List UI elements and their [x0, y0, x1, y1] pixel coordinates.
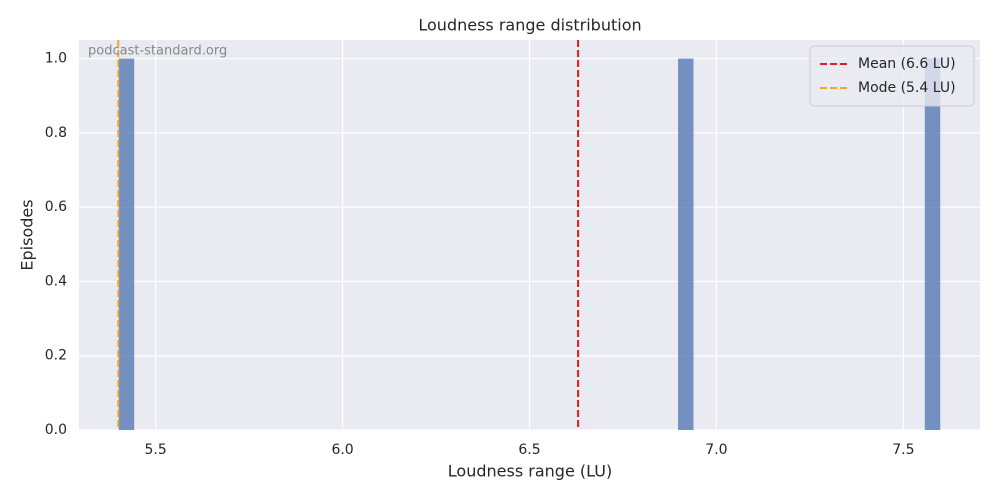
y-tick-label: 0.0	[45, 422, 67, 438]
bar	[118, 58, 135, 430]
y-axis-label: Episodes	[18, 199, 37, 270]
y-tick-label: 0.2	[45, 348, 67, 364]
chart-title: Loudness range distribution	[418, 16, 641, 35]
y-tick-label: 1.0	[45, 51, 67, 67]
y-tick-label: 0.6	[45, 199, 67, 215]
legend: Mean (6.6 LU) Mode (5.4 LU)	[809, 45, 975, 107]
x-tick-label: 7.5	[892, 442, 914, 458]
x-tick-label: 6.0	[331, 442, 353, 458]
legend-label: Mode (5.4 LU)	[858, 80, 956, 96]
y-tick-label: 0.4	[45, 273, 67, 289]
x-tick-label: 7.0	[705, 442, 727, 458]
x-tick-label: 6.5	[518, 442, 540, 458]
y-tick-label: 0.8	[45, 125, 67, 141]
x-axis-label: Loudness range (LU)	[448, 462, 612, 481]
bar	[924, 58, 941, 430]
x-tick-label: 5.5	[145, 442, 167, 458]
bar	[678, 58, 694, 430]
watermark: podcast-standard.org	[88, 44, 227, 59]
legend-box	[809, 45, 975, 107]
legend-label: Mean (6.6 LU)	[858, 56, 956, 72]
